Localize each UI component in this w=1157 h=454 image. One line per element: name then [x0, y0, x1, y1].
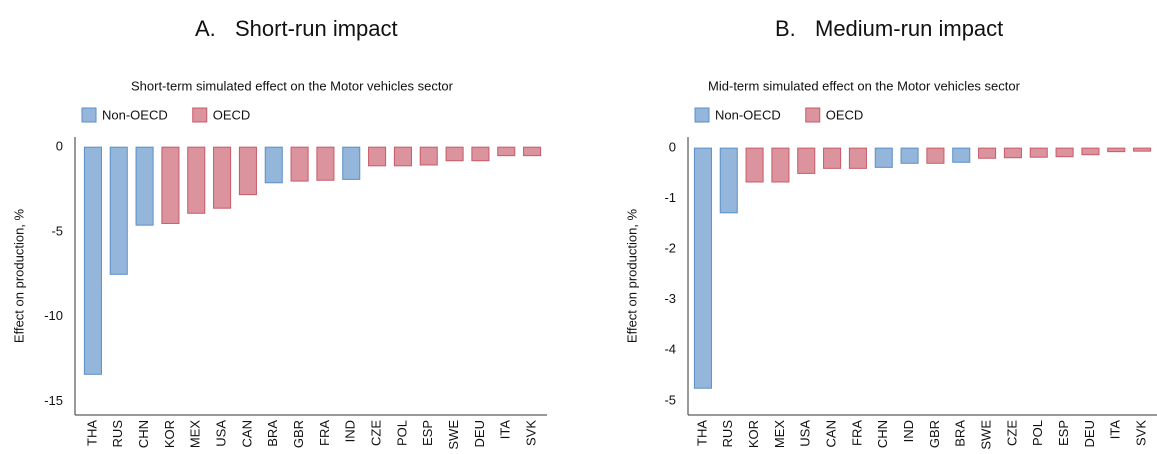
x-tick-label: THA	[694, 420, 709, 446]
x-tick-label: BRA	[953, 420, 968, 447]
bar	[290, 146, 309, 182]
bar	[213, 146, 232, 209]
y-axis-label: Effect on production, %	[624, 208, 639, 343]
bar	[316, 146, 335, 181]
x-tick-label: SWE	[979, 420, 994, 450]
bar	[874, 147, 893, 168]
x-tick-label: POL	[1030, 420, 1045, 446]
y-tick-label: -5	[664, 392, 676, 407]
bar	[523, 146, 542, 157]
bar	[135, 146, 154, 226]
panel-label: B.	[775, 16, 796, 41]
x-tick-label: ITA	[498, 420, 513, 440]
x-tick-label: SVK	[1134, 420, 1149, 446]
y-tick-label: -3	[664, 291, 676, 306]
x-tick-label: KOR	[162, 420, 177, 448]
bar	[952, 147, 971, 163]
x-tick-label: CHN	[875, 420, 890, 448]
bar	[719, 147, 738, 214]
bar	[238, 146, 257, 196]
x-tick-label: RUS	[110, 420, 125, 448]
bar	[823, 147, 842, 169]
x-tick-label: ITA	[1108, 420, 1123, 440]
bar	[1081, 147, 1100, 156]
bar	[1133, 147, 1152, 152]
x-tick-label: USA	[798, 420, 813, 447]
x-tick-label: KOR	[746, 420, 761, 448]
legend-label: OECD	[826, 107, 864, 122]
bar	[900, 147, 919, 164]
x-tick-label: POL	[394, 420, 409, 446]
x-tick-label: CHN	[136, 420, 151, 448]
legend-label: Non-OECD	[715, 107, 781, 122]
x-tick-label: RUS	[720, 420, 735, 448]
bar	[83, 146, 102, 375]
bar	[264, 146, 283, 184]
y-tick-label: -1	[664, 190, 676, 205]
bar	[1029, 147, 1048, 158]
x-tick-label: IND	[343, 420, 358, 442]
x-tick-label: CAN	[239, 420, 254, 447]
x-tick-label: BRA	[265, 420, 280, 447]
panel-label: A.	[195, 16, 216, 41]
x-tick-label: CAN	[824, 420, 839, 447]
legend-label: Non-OECD	[102, 107, 168, 122]
bar	[848, 147, 867, 169]
bar	[978, 147, 997, 159]
y-tick-label: -2	[664, 241, 676, 256]
bar	[771, 147, 790, 183]
legend-swatch	[81, 107, 97, 123]
bar	[1107, 147, 1126, 153]
bar	[393, 146, 412, 167]
legend-swatch	[694, 107, 710, 123]
bar	[161, 146, 180, 224]
y-axis-label: Effect on production, %	[11, 208, 26, 343]
x-tick-label: DEU	[472, 420, 487, 447]
x-tick-label: MEX	[772, 420, 787, 449]
bar	[368, 146, 387, 167]
bar	[419, 146, 438, 166]
bar	[445, 146, 464, 162]
legend-swatch	[805, 107, 821, 123]
bar	[693, 147, 712, 389]
x-tick-label: FRA	[317, 420, 332, 446]
y-tick-label: -5	[51, 223, 63, 238]
y-tick-label: 0	[669, 140, 676, 155]
y-tick-label: 0	[56, 139, 63, 154]
bar	[187, 146, 206, 214]
bar	[497, 146, 516, 157]
x-tick-label: GBR	[927, 420, 942, 448]
x-tick-label: CZE	[1004, 420, 1019, 446]
x-tick-label: GBR	[291, 420, 306, 448]
bar	[1055, 147, 1074, 158]
x-tick-label: IND	[901, 420, 916, 442]
x-tick-label: DEU	[1082, 420, 1097, 447]
bar	[342, 146, 361, 180]
x-tick-label: FRA	[849, 420, 864, 446]
bar	[926, 147, 945, 164]
x-tick-label: THA	[84, 420, 99, 446]
legend-label: OECD	[213, 107, 251, 122]
panel-heading: Medium-run impact	[815, 16, 1003, 41]
x-tick-label: USA	[214, 420, 229, 447]
bar	[471, 146, 490, 162]
x-tick-label: MEX	[188, 420, 203, 449]
chart-title: Mid-term simulated effect on the Motor v…	[708, 78, 1021, 93]
x-tick-label: SVK	[524, 420, 539, 446]
x-tick-label: ESP	[1056, 420, 1071, 446]
bar	[797, 147, 816, 174]
y-tick-label: -10	[44, 308, 63, 323]
y-tick-label: -4	[664, 342, 676, 357]
legend-swatch	[192, 107, 208, 123]
bar	[109, 146, 128, 275]
panel-heading: Short-run impact	[235, 16, 398, 41]
x-tick-label: SWE	[446, 420, 461, 450]
y-tick-label: -15	[44, 393, 63, 408]
bar	[1003, 147, 1022, 159]
chart-title: Short-term simulated effect on the Motor…	[131, 78, 454, 93]
x-tick-label: CZE	[369, 420, 384, 446]
bar	[745, 147, 764, 183]
x-tick-label: ESP	[420, 420, 435, 446]
